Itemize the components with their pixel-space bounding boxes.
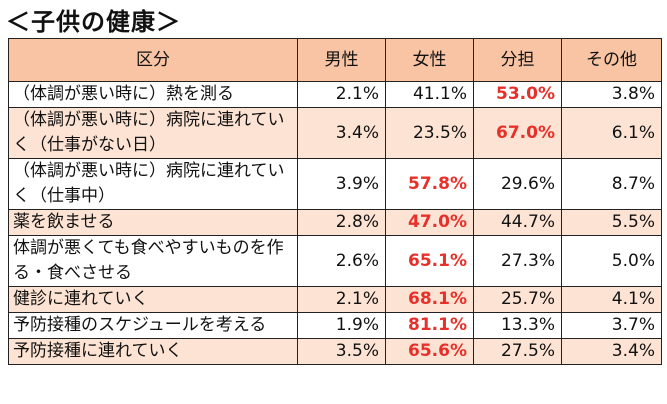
value-cell: 47.0% [385,209,474,236]
table-row: （体調が悪い時に）病院に連れていく（仕事がない日） 3.4% 23.5% 67.0% 6… [8,107,662,159]
header-cell: 男性 [297,38,386,82]
value-cell: 44.7% [473,209,562,236]
value-cell: 67.0% [473,107,562,159]
header-cell: 区分 [8,38,298,82]
value-cell: 25.7% [473,286,562,313]
value-cell: 2.6% [297,235,386,287]
header-cell: その他 [561,38,662,82]
value-cell: 68.1% [385,286,474,313]
table-row: 薬を飲ませる 2.8% 47.0% 44.7% 5.5% [8,209,662,236]
header-cell: 女性 [385,38,474,82]
table-body: （体調が悪い時に）熱を測る 2.1% 41.1% 53.0% 3.8% （体調が悪い時に）… [8,81,662,365]
header-cell: 分担 [473,38,562,82]
value-cell: 6.1% [561,107,662,159]
value-cell: 27.5% [473,338,562,365]
table-row: 予防接種のスケジュールを考える 1.9% 81.1% 13.3% 3.7% [8,312,662,339]
row-label: 健診に連れていく [8,286,298,313]
value-cell: 3.8% [561,81,662,108]
value-cell: 2.8% [297,209,386,236]
value-cell: 3.5% [297,338,386,365]
value-cell: 3.9% [297,158,386,210]
row-label: 薬を飲ませる [8,209,298,236]
table-row: 体調が悪くても食べやすいものを作る・食べさせる 2.6% 65.1% 27.3% 5.0… [8,235,662,287]
row-label: （体調が悪い時に）病院に連れていく（仕事中） [8,158,298,210]
value-cell: 65.6% [385,338,474,365]
table-row: （体調が悪い時に）熱を測る 2.1% 41.1% 53.0% 3.8% [8,81,662,108]
row-label: 予防接種のスケジュールを考える [8,312,298,339]
row-label: 体調が悪くても食べやすいものを作る・食べさせる [8,235,298,287]
table-row: 健診に連れていく 2.1% 68.1% 25.7% 4.1% [8,286,662,313]
value-cell: 81.1% [385,312,474,339]
header-row: 区分 男性 女性 分担 その他 [8,38,662,82]
table: 区分 男性 女性 分担 その他 （体調が悪い時に）熱を測る 2.1% 41.1% 53.0% 3… [8,38,662,365]
value-cell: 4.1% [561,286,662,313]
value-cell: 3.7% [561,312,662,339]
value-cell: 29.6% [473,158,562,210]
value-cell: 65.1% [385,235,474,287]
value-cell: 3.4% [297,107,386,159]
title: ＜子供の健康＞ [6,8,181,36]
table-row: （体調が悪い時に）病院に連れていく（仕事中） 3.9% 57.8% 29.6% 8.7% [8,158,662,210]
value-cell: 13.3% [473,312,562,339]
value-cell: 5.0% [561,235,662,287]
value-cell: 2.1% [297,286,386,313]
row-label: （体調が悪い時に）病院に連れていく（仕事がない日） [8,107,298,159]
value-cell: 2.1% [297,81,386,108]
row-label: （体調が悪い時に）熱を測る [8,81,298,108]
value-cell: 1.9% [297,312,386,339]
value-cell: 57.8% [385,158,474,210]
value-cell: 8.7% [561,158,662,210]
value-cell: 23.5% [385,107,474,159]
value-cell: 5.5% [561,209,662,236]
value-cell: 41.1% [385,81,474,108]
value-cell: 3.4% [561,338,662,365]
value-cell: 27.3% [473,235,562,287]
value-cell: 53.0% [473,81,562,108]
row-label: 予防接種に連れていく [8,338,298,365]
table-row: 予防接種に連れていく 3.5% 65.6% 27.5% 3.4% [8,338,662,365]
